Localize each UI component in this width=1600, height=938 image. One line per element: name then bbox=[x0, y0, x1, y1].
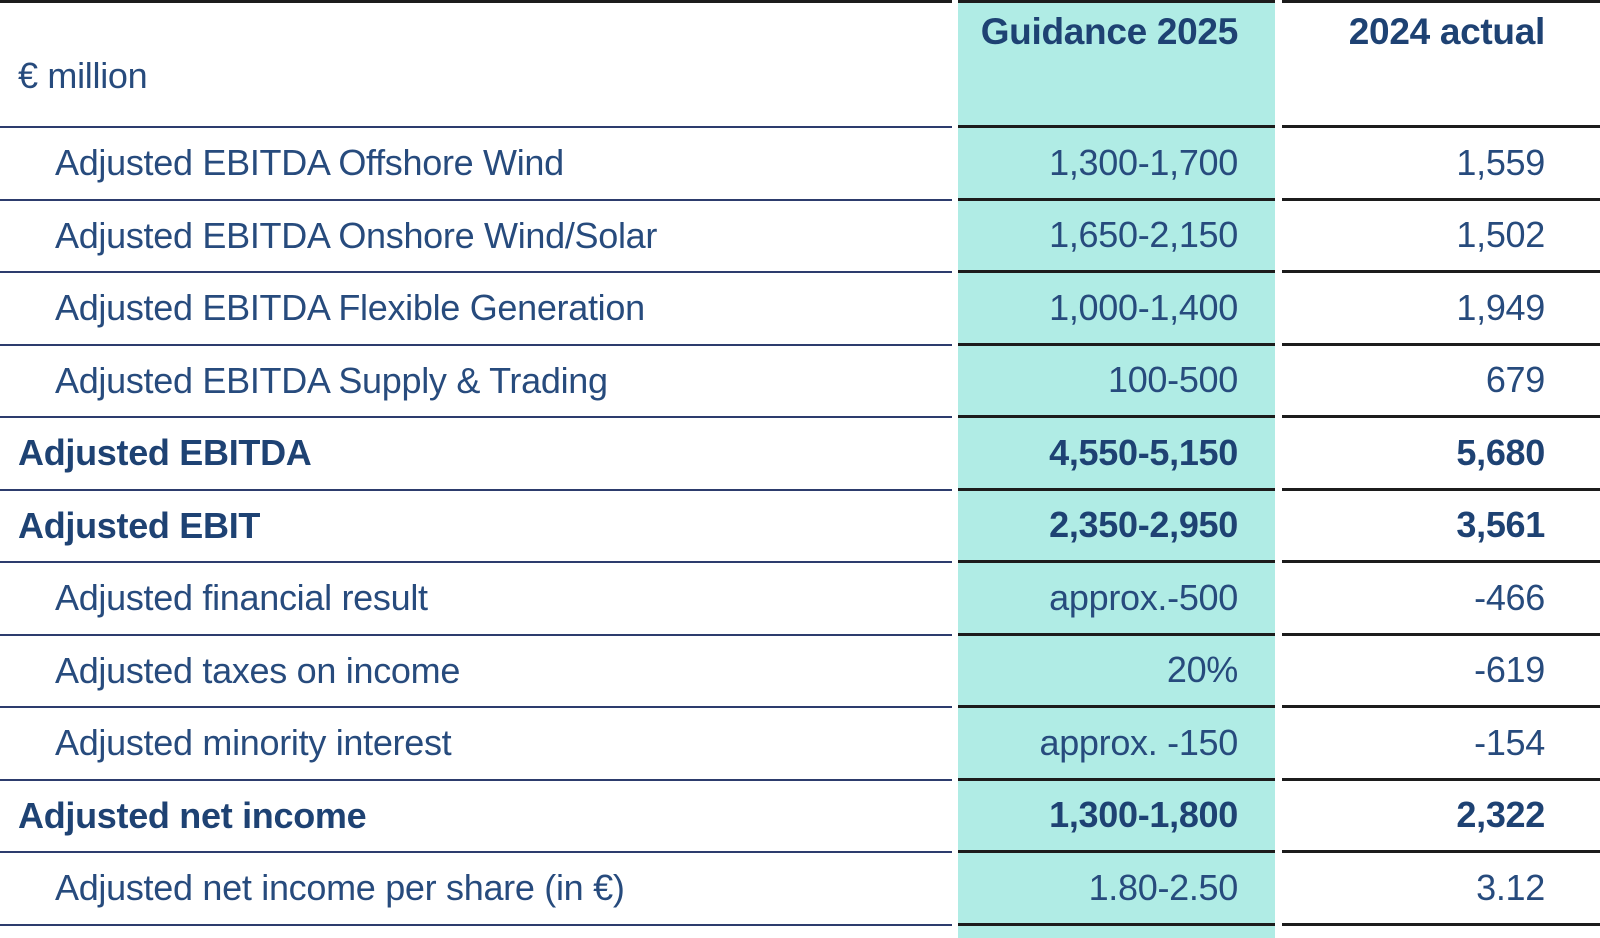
actual-value: 1,949 bbox=[1282, 273, 1600, 346]
guidance-value: 1,300-1,700 bbox=[958, 128, 1275, 201]
row-label: Adjusted EBITDA Onshore Wind/Solar bbox=[0, 201, 952, 273]
guidance-column-highlight bbox=[958, 0, 1275, 938]
table-row: Adjusted EBITDA Onshore Wind/Solar 1,650… bbox=[0, 201, 1600, 273]
table-header-row: € million Guidance 2025 2024 actual bbox=[0, 0, 1600, 128]
table-body: Adjusted EBITDA Offshore Wind 1,300-1,70… bbox=[0, 128, 1600, 926]
row-label: Adjusted EBITDA Supply & Trading bbox=[0, 346, 952, 418]
table-row: Adjusted EBITDA Offshore Wind 1,300-1,70… bbox=[0, 128, 1600, 201]
actual-value: 5,680 bbox=[1282, 418, 1600, 491]
guidance-value: approx.-500 bbox=[958, 563, 1275, 636]
row-label: Adjusted EBIT bbox=[0, 491, 952, 563]
row-label: Adjusted EBITDA Offshore Wind bbox=[0, 128, 952, 201]
table-row: Adjusted net income 1,300-1,800 2,322 bbox=[0, 781, 1600, 853]
row-label: Adjusted minority interest bbox=[0, 708, 952, 781]
table-row: Adjusted EBITDA Flexible Generation 1,00… bbox=[0, 273, 1600, 346]
guidance-value: 4,550-5,150 bbox=[958, 418, 1275, 491]
table-row: Adjusted EBITDA 4,550-5,150 5,680 bbox=[0, 418, 1600, 491]
row-label: Adjusted EBITDA bbox=[0, 418, 952, 491]
actual-value: 1,502 bbox=[1282, 201, 1600, 273]
guidance-value: 100-500 bbox=[958, 346, 1275, 418]
table-row: Adjusted EBITDA Supply & Trading 100-500… bbox=[0, 346, 1600, 418]
guidance-value: 1,300-1,800 bbox=[958, 781, 1275, 853]
table-row: Adjusted net income per share (in €) 1.8… bbox=[0, 853, 1600, 926]
actual-value: 679 bbox=[1282, 346, 1600, 418]
table-row: Adjusted taxes on income 20% -619 bbox=[0, 636, 1600, 708]
row-label: Adjusted EBITDA Flexible Generation bbox=[0, 273, 952, 346]
table-row: Adjusted minority interest approx. -150 … bbox=[0, 708, 1600, 781]
actual-value: -466 bbox=[1282, 563, 1600, 636]
actual-value: -619 bbox=[1282, 636, 1600, 708]
actual-value: 1,559 bbox=[1282, 128, 1600, 201]
column-header-2024-actual: 2024 actual bbox=[1282, 0, 1600, 128]
unit-label: € million bbox=[0, 0, 952, 128]
guidance-value: 1,650-2,150 bbox=[958, 201, 1275, 273]
guidance-value: 1,000-1,400 bbox=[958, 273, 1275, 346]
table-row: Adjusted EBIT 2,350-2,950 3,561 bbox=[0, 491, 1600, 563]
actual-value: 3,561 bbox=[1282, 491, 1600, 563]
row-label: Adjusted taxes on income bbox=[0, 636, 952, 708]
row-label: Adjusted net income bbox=[0, 781, 952, 853]
guidance-value: 2,350-2,950 bbox=[958, 491, 1275, 563]
actual-value: 3.12 bbox=[1282, 853, 1600, 926]
guidance-value: approx. -150 bbox=[958, 708, 1275, 781]
row-label: Adjusted financial result bbox=[0, 563, 952, 636]
actual-value: -154 bbox=[1282, 708, 1600, 781]
guidance-value: 1.80-2.50 bbox=[958, 853, 1275, 926]
guidance-value: 20% bbox=[958, 636, 1275, 708]
row-label: Adjusted net income per share (in €) bbox=[0, 853, 952, 926]
table-row: Adjusted financial result approx.-500 -4… bbox=[0, 563, 1600, 636]
column-header-guidance-2025: Guidance 2025 bbox=[958, 0, 1275, 128]
actual-value: 2,322 bbox=[1282, 781, 1600, 853]
